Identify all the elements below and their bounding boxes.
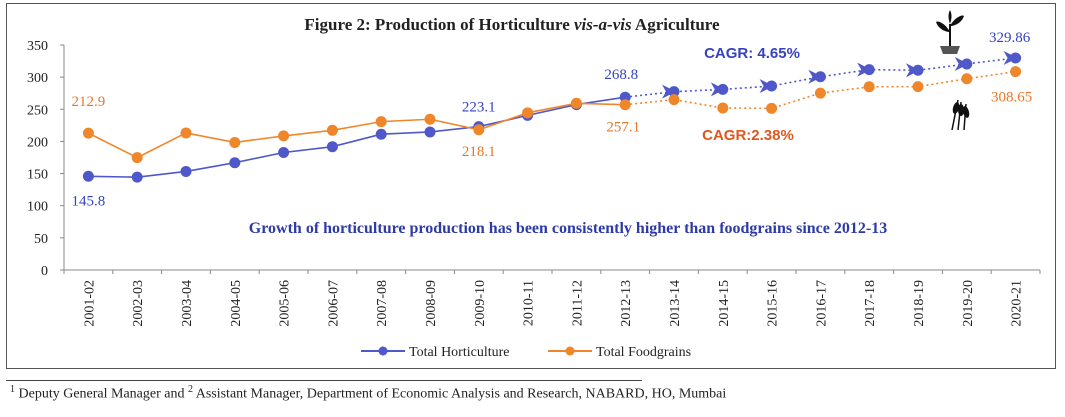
point-foodgrains <box>326 124 338 136</box>
data-label: 218.1 <box>462 144 496 160</box>
trend-arrow <box>954 56 969 71</box>
legend-marker-foodgrains <box>565 346 575 356</box>
point-foodgrains <box>278 130 290 142</box>
y-tick-label: 50 <box>34 232 48 247</box>
point-foodgrains <box>522 107 534 119</box>
trend-arrow <box>906 63 920 78</box>
y-tick-label: 250 <box>27 103 48 118</box>
point-foodgrains <box>814 87 826 99</box>
data-label: 223.1 <box>462 100 496 116</box>
x-tick-label: 2017-18 <box>863 280 878 327</box>
trend-arrow <box>808 69 823 84</box>
footnote-part-2: Assistant Manager, Department of Economi… <box>192 386 727 402</box>
sprout-icon <box>936 10 964 54</box>
legend-label-foodgrains: Total Foodgrains <box>596 345 691 360</box>
y-tick-label: 150 <box>27 168 48 183</box>
trend-arrow <box>1003 50 1018 65</box>
cagr-horticulture-label: CAGR: 4.65% <box>704 45 800 62</box>
footnote-rule <box>6 380 642 381</box>
data-label: 268.8 <box>604 67 638 83</box>
y-tick-label: 300 <box>27 71 48 86</box>
footnote: 1 Deputy General Manager and 2 Assistant… <box>10 384 726 403</box>
point-horticulture <box>375 128 387 140</box>
point-foodgrains <box>961 73 973 85</box>
point-foodgrains <box>131 152 143 164</box>
trend-arrow <box>857 62 872 77</box>
point-foodgrains <box>570 97 582 109</box>
point-horticulture <box>424 126 436 138</box>
point-foodgrains <box>82 127 94 139</box>
point-horticulture <box>326 141 338 153</box>
x-tick-label: 2020-21 <box>1010 280 1025 327</box>
footnote-sup-1: 1 <box>10 384 15 395</box>
point-foodgrains <box>863 81 875 93</box>
point-foodgrains <box>473 124 485 136</box>
x-tick-label: 2018-19 <box>912 280 927 327</box>
point-horticulture <box>619 91 631 103</box>
point-horticulture <box>180 165 192 177</box>
point-horticulture <box>82 170 94 182</box>
data-label: 212.9 <box>72 94 106 110</box>
y-tick-label: 0 <box>41 264 48 279</box>
x-tick-label: 2002-03 <box>131 280 146 327</box>
chart-title: Figure 2: Production of Horticulture vis… <box>304 15 720 34</box>
x-tick-label: 2011-12 <box>570 280 585 326</box>
x-tick-label: 2005-06 <box>278 280 293 327</box>
point-foodgrains <box>717 102 729 114</box>
x-tick-label: 2013-14 <box>668 280 683 327</box>
trend-arrow <box>710 82 725 97</box>
x-tick-label: 2009-10 <box>473 280 488 327</box>
y-tick-label: 350 <box>27 39 48 54</box>
trend-arrow <box>662 84 676 99</box>
y-tick-label: 100 <box>27 200 48 215</box>
footnote-part-1: Deputy General Manager and <box>15 386 188 402</box>
point-foodgrains <box>375 116 387 128</box>
point-horticulture <box>131 171 143 183</box>
x-tick-label: 2014-15 <box>717 280 732 327</box>
data-label: 308.65 <box>991 90 1032 106</box>
x-tick-label: 2012-13 <box>619 280 634 327</box>
x-tick-label: 2019-20 <box>961 280 976 327</box>
x-tick-label: 2003-04 <box>180 280 195 327</box>
x-tick-label: 2015-16 <box>766 280 781 327</box>
point-horticulture <box>229 157 241 169</box>
point-foodgrains <box>180 127 192 139</box>
series-line-foodgrains <box>88 102 626 159</box>
data-label: 257.1 <box>606 120 640 136</box>
point-foodgrains <box>424 113 436 125</box>
x-tick-label: 2008-09 <box>424 280 439 327</box>
point-foodgrains <box>229 136 241 148</box>
x-tick-label: 2004-05 <box>229 280 244 327</box>
point-horticulture <box>278 146 290 158</box>
point-foodgrains <box>668 94 680 106</box>
series-line-horticulture <box>88 96 626 178</box>
x-tick-label: 2006-07 <box>326 280 341 327</box>
x-tick-label: 2010-11 <box>522 280 537 326</box>
data-label: 145.8 <box>72 193 106 209</box>
legend-label-horticulture: Total Horticulture <box>409 345 510 360</box>
point-foodgrains <box>912 81 924 93</box>
legend: Total Horticulture Total Foodgrains <box>361 345 691 360</box>
footnote-sup-2: 2 <box>187 384 193 395</box>
x-tick-label: 2007-08 <box>375 280 390 327</box>
series-trend-foodgrains <box>625 70 1016 110</box>
point-foodgrains <box>619 99 631 111</box>
point-foodgrains <box>1010 66 1022 78</box>
growth-note: Growth of horticulture production has be… <box>249 220 887 237</box>
data-label: 329.86 <box>989 30 1031 46</box>
point-foodgrains <box>766 102 778 114</box>
x-tick-label: 2016-17 <box>814 280 829 327</box>
y-tick-label: 200 <box>27 135 48 150</box>
wheat-icon <box>951 99 970 131</box>
x-tick-label: 2001-02 <box>82 280 97 327</box>
chart-frame <box>6 3 1056 369</box>
cagr-foodgrains-label: CAGR:2.38% <box>702 127 794 144</box>
trend-arrow <box>759 79 774 94</box>
legend-marker-horticulture <box>378 346 388 356</box>
